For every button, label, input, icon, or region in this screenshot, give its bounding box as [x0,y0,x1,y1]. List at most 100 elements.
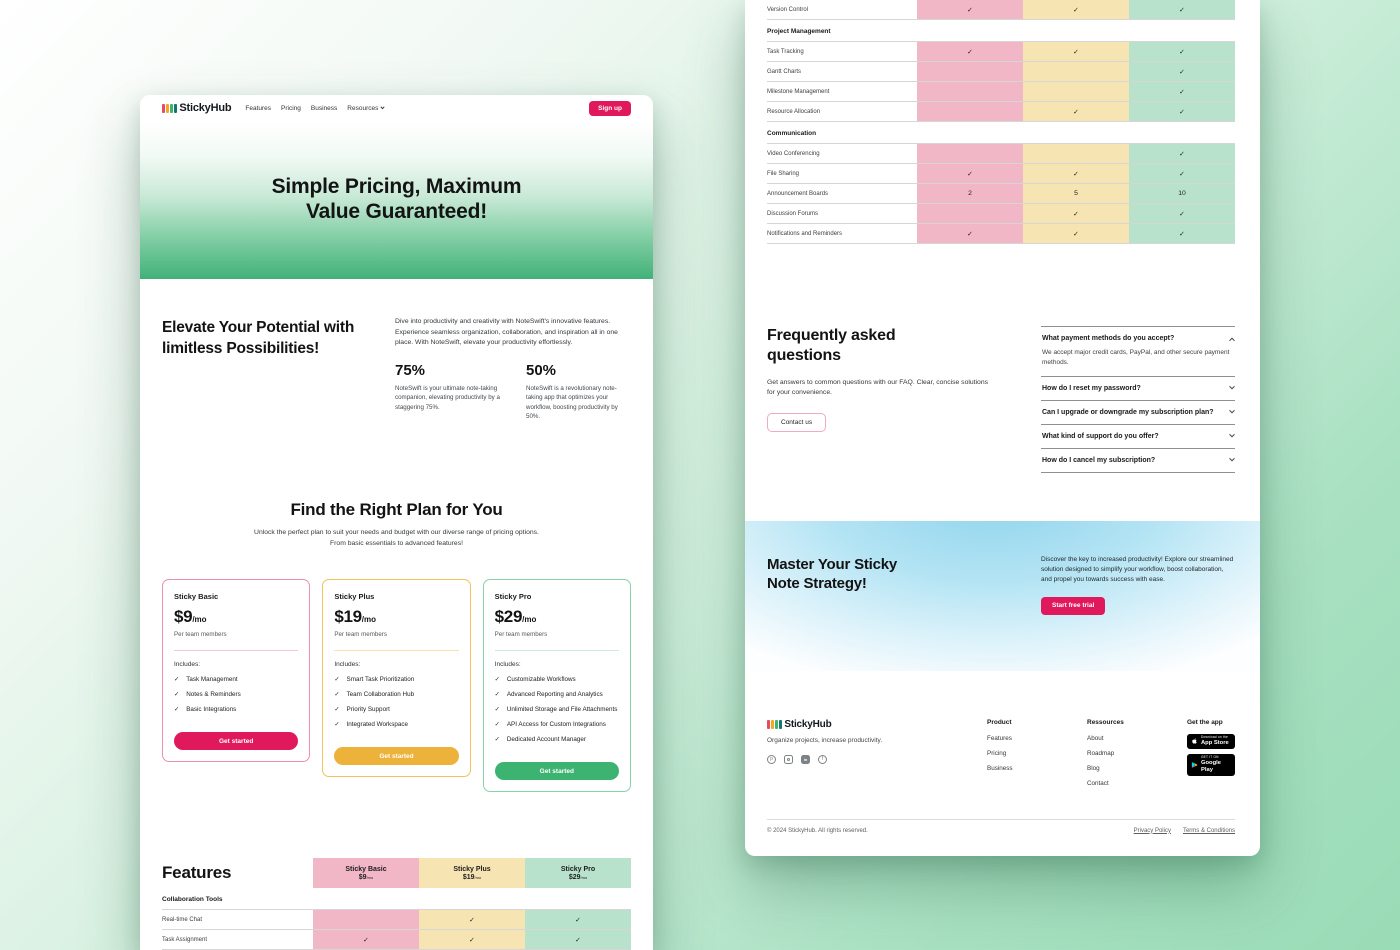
feature-cell: ✓ [1129,144,1235,163]
signup-button[interactable]: Sign up [589,100,631,116]
feature-cell [917,144,1023,163]
check-icon: ✓ [494,706,500,714]
check-icon: ✓ [174,706,180,714]
plan-feature-item: ✓ Customizable Workflows [495,676,619,683]
copyright-text: © 2024 StickyHub. All rights reserved. [767,827,868,834]
footer-link-features[interactable]: Features [987,734,1012,742]
plan-card-plus: Sticky Plus $19/mo Per team members Include… [322,579,471,778]
footer-link-pricing[interactable]: Pricing [987,749,1007,757]
feature-label: Gantt Charts [767,68,802,75]
faq-question[interactable]: How do I reset my password? [1042,383,1235,392]
table-row: Milestone Management ✓ [767,82,1235,102]
nav-item-features[interactable]: Features [245,104,272,112]
stat-75: 75% NoteSwift is your ultimate note-taki… [395,361,500,411]
faq-question-text: How do I cancel my subscription? [1042,456,1156,464]
plan-feature-item: ✓ Task Management [174,676,298,683]
table-row: Discussion Forums ✓ ✓ [767,204,1235,224]
instagram-icon[interactable] [784,754,793,764]
plan-feature-item: ✓ Basic Integrations [174,706,298,713]
get-started-button-plus[interactable]: Get started [334,747,459,766]
pinterest-icon[interactable]: p [767,754,776,764]
footer-logo[interactable]: StickyHub [767,719,987,730]
plan-price-period: /mo [361,615,377,625]
feature-cell: ✓ [1129,102,1235,121]
feature-cell: ✓ [917,0,1023,19]
table-section-label: Communication [767,122,1235,144]
plan-name: Sticky Pro [494,592,532,602]
plan-feature-label: Team Collaboration Hub [346,691,415,699]
feature-cell: ✓ [1023,102,1129,121]
footer-column-ressources: Ressources About Roadmap Blog Contact [1087,719,1187,807]
faq-question[interactable]: What payment methods do you accept? [1042,335,1235,343]
feature-cell: ✓ [1023,204,1129,223]
table-section-label: Project Management [767,20,1235,42]
plan-price-amount: $19 [334,607,362,627]
plan-card-pro: Sticky Pro $29/mo Per team members Includes… [482,579,631,793]
google-play-icon [1191,761,1198,768]
features-table-section: Features Sticky Basic $9/mo Sticky Plus … [140,858,653,950]
faq-item: Can I upgrade or downgrade my subscripti… [1041,399,1235,424]
get-started-button-pro[interactable]: Get started [494,762,619,781]
plan-price-period: /mo [192,615,207,625]
feature-cell [1023,82,1129,101]
faq-heading: Frequently asked questions [767,327,896,365]
get-the-app-title: Get the app [1187,718,1223,726]
plans-section: Find the Right Plan for You Unlock the p… [140,500,653,793]
plan-card-basic: Sticky Basic $9/mo Per team members Include… [162,579,311,763]
plan-name: Sticky Plus [334,592,375,602]
features-table-continued: Version Control ✓ ✓ ✓ Project Management Task… [745,0,1260,244]
app-store-badge[interactable]: Download on the App Store [1187,733,1235,749]
feature-label: Video Conferencing [767,150,820,157]
plan-includes-label: Includes: [334,661,361,669]
features-title: Features [162,863,232,883]
footer-link-about[interactable]: About [1087,734,1104,742]
features-table-body: Collaboration Tools Real-time Chat ✓ ✓ Task … [162,888,631,950]
plan-feature-label: Smart Task Prioritization [346,676,415,684]
column-header-sticky-pro: Sticky Pro $29/mo [525,858,631,889]
logo-bar [779,719,782,729]
feature-cell: ✓ [1129,164,1235,183]
start-free-trial-button[interactable]: Start free trial [1041,596,1106,615]
footer-link-contact[interactable]: Contact [1087,779,1109,787]
check-icon: ✓ [334,721,340,729]
column-header-sticky-basic: Sticky Basic $9/mo [313,858,419,889]
contact-us-button[interactable]: Contact us [767,413,827,432]
nav-item-business[interactable]: Business [310,104,338,112]
footer-bottom-bar: © 2024 StickyHub. All rights reserved. P… [767,818,1235,848]
feature-cell [917,102,1023,121]
check-icon: ✓ [334,691,340,699]
plan-feature-label: Customizable Workflows [506,676,576,684]
table-row: Resource Allocation ✓ ✓ [767,102,1235,122]
stickyhub-logo[interactable]: StickyHub [162,102,232,114]
plan-feature-label: Notes & Reminders [186,691,241,699]
logo-bar [775,719,778,729]
faq-question[interactable]: What kind of support do you offer? [1042,431,1235,440]
check-icon: ✓ [174,691,180,699]
linkedin-icon[interactable]: in [801,754,810,764]
plan-feature-label: Integrated Workspace [346,721,409,729]
footer-link-roadmap[interactable]: Roadmap [1087,749,1115,757]
feature-label: Version Control [767,6,809,13]
faq-description: Get answers to common questions with our… [767,378,988,397]
feature-cell: 10 [1129,184,1235,203]
check-icon: ✓ [334,676,340,684]
faq-question[interactable]: How do I cancel my subscription? [1042,455,1235,464]
privacy-policy-link[interactable]: Privacy Policy [1133,827,1171,834]
feature-cell: ✓ [1129,204,1235,223]
footer-link-business[interactable]: Business [987,764,1013,772]
plan-price-amount: $9 [174,607,193,627]
plan-feature-item: ✓ Integrated Workspace [334,721,458,728]
plan-feature-label: Advanced Reporting and Analytics [506,691,603,699]
table-row: Real-time Chat ✓ ✓ [162,910,631,931]
footer-link-blog[interactable]: Blog [1087,764,1100,772]
chevron-down-icon [380,104,385,109]
google-play-badge[interactable]: GET IT ON Google Play [1187,753,1235,776]
terms-link[interactable]: Terms & Conditions [1182,827,1235,834]
plan-feature-label: Basic Integrations [186,706,237,714]
facebook-icon[interactable]: f [818,754,827,764]
nav-item-resources[interactable]: Resources [347,104,385,112]
faq-question[interactable]: Can I upgrade or downgrade my subscripti… [1042,407,1235,416]
faq-answer: We accept major credit cards, PayPal, an… [1042,349,1230,366]
get-started-button-basic[interactable]: Get started [174,732,299,751]
nav-item-pricing[interactable]: Pricing [281,104,301,112]
